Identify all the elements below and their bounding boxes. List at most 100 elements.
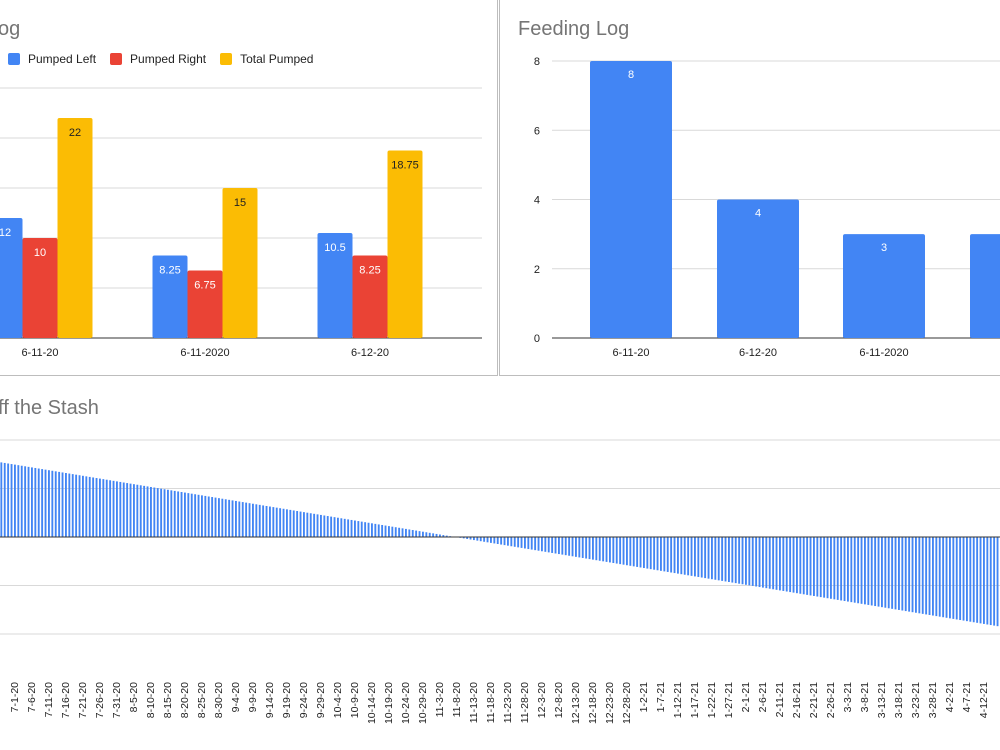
stash-bar xyxy=(323,515,326,537)
stash-bar xyxy=(65,473,67,537)
y-tick-label: 8 xyxy=(534,56,540,68)
x-tick-label: 7-16-20 xyxy=(60,682,72,718)
stash-bar xyxy=(20,465,23,537)
x-tick-label: 1-2-21 xyxy=(638,682,650,713)
stash-bar xyxy=(568,537,571,556)
bar-pumped-right xyxy=(352,255,388,338)
x-tick-label: 12-3-20 xyxy=(536,682,548,718)
stash-bar xyxy=(728,537,730,583)
x-tick-label: 9-24-20 xyxy=(298,682,310,718)
stash-bar xyxy=(772,537,775,590)
stash-bar xyxy=(690,537,693,576)
x-tick-label: 3-3-21 xyxy=(842,682,854,713)
stash-bar xyxy=(894,537,897,610)
bar-total-pumped xyxy=(222,188,258,338)
stash-bar xyxy=(398,527,401,537)
stash-bar xyxy=(415,530,418,537)
stash-bar xyxy=(768,537,771,589)
bar-total-pumped xyxy=(387,150,423,338)
feeding-log-panel: Feeding Log 0 2 4 6 8 8 6-11-20 4 6-12-20 3 6-11-2… xyxy=(499,0,1000,376)
x-tick-label: 8-10-20 xyxy=(145,682,157,718)
stash-bar xyxy=(609,537,611,563)
x-tick-label: 7-21-20 xyxy=(77,682,89,718)
stash-bar xyxy=(785,537,788,592)
stash-bar xyxy=(27,466,30,537)
x-tick-label: 1-7-21 xyxy=(655,682,667,713)
bar-value-label: 10 xyxy=(34,247,46,259)
x-tick-label: 1-27-21 xyxy=(723,682,735,718)
stash-bar xyxy=(75,474,78,537)
stash-bar xyxy=(959,537,962,621)
stash-bar xyxy=(779,537,781,591)
x-tick-label: 10-19-20 xyxy=(383,682,395,724)
stash-bar xyxy=(935,537,938,617)
stash-bar xyxy=(496,537,499,544)
stash-bar xyxy=(891,537,894,609)
stash-bar xyxy=(908,537,911,612)
stash-bar xyxy=(942,537,945,618)
stash-bar xyxy=(354,520,356,537)
stash-bar xyxy=(194,494,197,537)
x-tick-label: 3-23-21 xyxy=(910,682,922,718)
stash-bar xyxy=(167,489,169,537)
stash-bar xyxy=(915,537,917,613)
stash-bar xyxy=(782,537,785,591)
stash-bar xyxy=(558,537,560,555)
stash-bar xyxy=(731,537,734,583)
stash-bar xyxy=(31,467,33,537)
x-tick-label: 7-6-20 xyxy=(26,682,38,713)
x-tick-label: 6-12-20 xyxy=(351,347,389,359)
stash-bar xyxy=(901,537,904,611)
x-tick-label: 3-28-21 xyxy=(927,682,939,718)
stash-bar xyxy=(238,501,241,537)
stash-bar xyxy=(139,485,142,537)
stash-bar xyxy=(0,462,3,537)
stash-bar xyxy=(758,537,761,588)
bar-value-label: 18.75 xyxy=(391,160,419,172)
stash-chart-title: ff the Stash xyxy=(0,397,99,419)
stash-bar xyxy=(636,537,639,567)
stash-bar xyxy=(289,509,292,537)
pumping-chart-svg: 12 10 22 6-11-20 8.25 6.75 15 6-11-2020 10.5 8.25… xyxy=(0,87,482,359)
bar-pumped-left xyxy=(152,255,188,338)
stash-bar xyxy=(425,532,428,537)
x-tick-label: 2-26-21 xyxy=(825,682,837,718)
x-tick-label: 1-17-21 xyxy=(689,682,701,718)
stash-bar xyxy=(483,537,486,542)
pumping-legend: Pumped Left Pumped Right Total Pumped xyxy=(8,52,313,66)
stash-bar xyxy=(48,470,50,537)
stash-bar xyxy=(133,484,135,537)
stash-bar xyxy=(928,537,931,615)
stash-bar xyxy=(24,466,27,537)
bar-value-label: 12 xyxy=(0,227,11,239)
stash-bar xyxy=(850,537,853,603)
stash-bar xyxy=(401,528,404,537)
x-tick-label: 9-19-20 xyxy=(281,682,293,718)
x-tick-label: 12-23-20 xyxy=(604,682,616,724)
stash-bar xyxy=(381,524,384,537)
bar-value-label: 4 xyxy=(755,208,761,220)
stash-bar xyxy=(68,473,71,537)
stash-bar xyxy=(333,517,336,537)
stash-bar xyxy=(160,488,163,537)
stash-bar xyxy=(306,512,309,537)
stash-bar xyxy=(748,537,751,586)
stash-bar xyxy=(507,537,509,546)
stash-bar xyxy=(309,513,312,537)
stash-bar xyxy=(156,488,159,537)
x-tick-label: 10-24-20 xyxy=(400,682,412,724)
x-tick-label: 7-1-20 xyxy=(9,682,21,713)
bar-value-label: 15 xyxy=(234,197,246,209)
stash-bar xyxy=(235,500,237,537)
stash-bar xyxy=(867,537,870,605)
stash-bar xyxy=(833,537,836,600)
stash-bar xyxy=(394,527,397,537)
stash-bar xyxy=(224,499,227,537)
bar-total-pumped xyxy=(57,118,93,338)
stash-bar xyxy=(248,503,251,537)
y-tick-label: 6 xyxy=(534,125,540,137)
stash-bar xyxy=(517,537,520,548)
x-tick-label: 4-7-21 xyxy=(961,682,973,713)
stash-bar xyxy=(313,513,316,537)
